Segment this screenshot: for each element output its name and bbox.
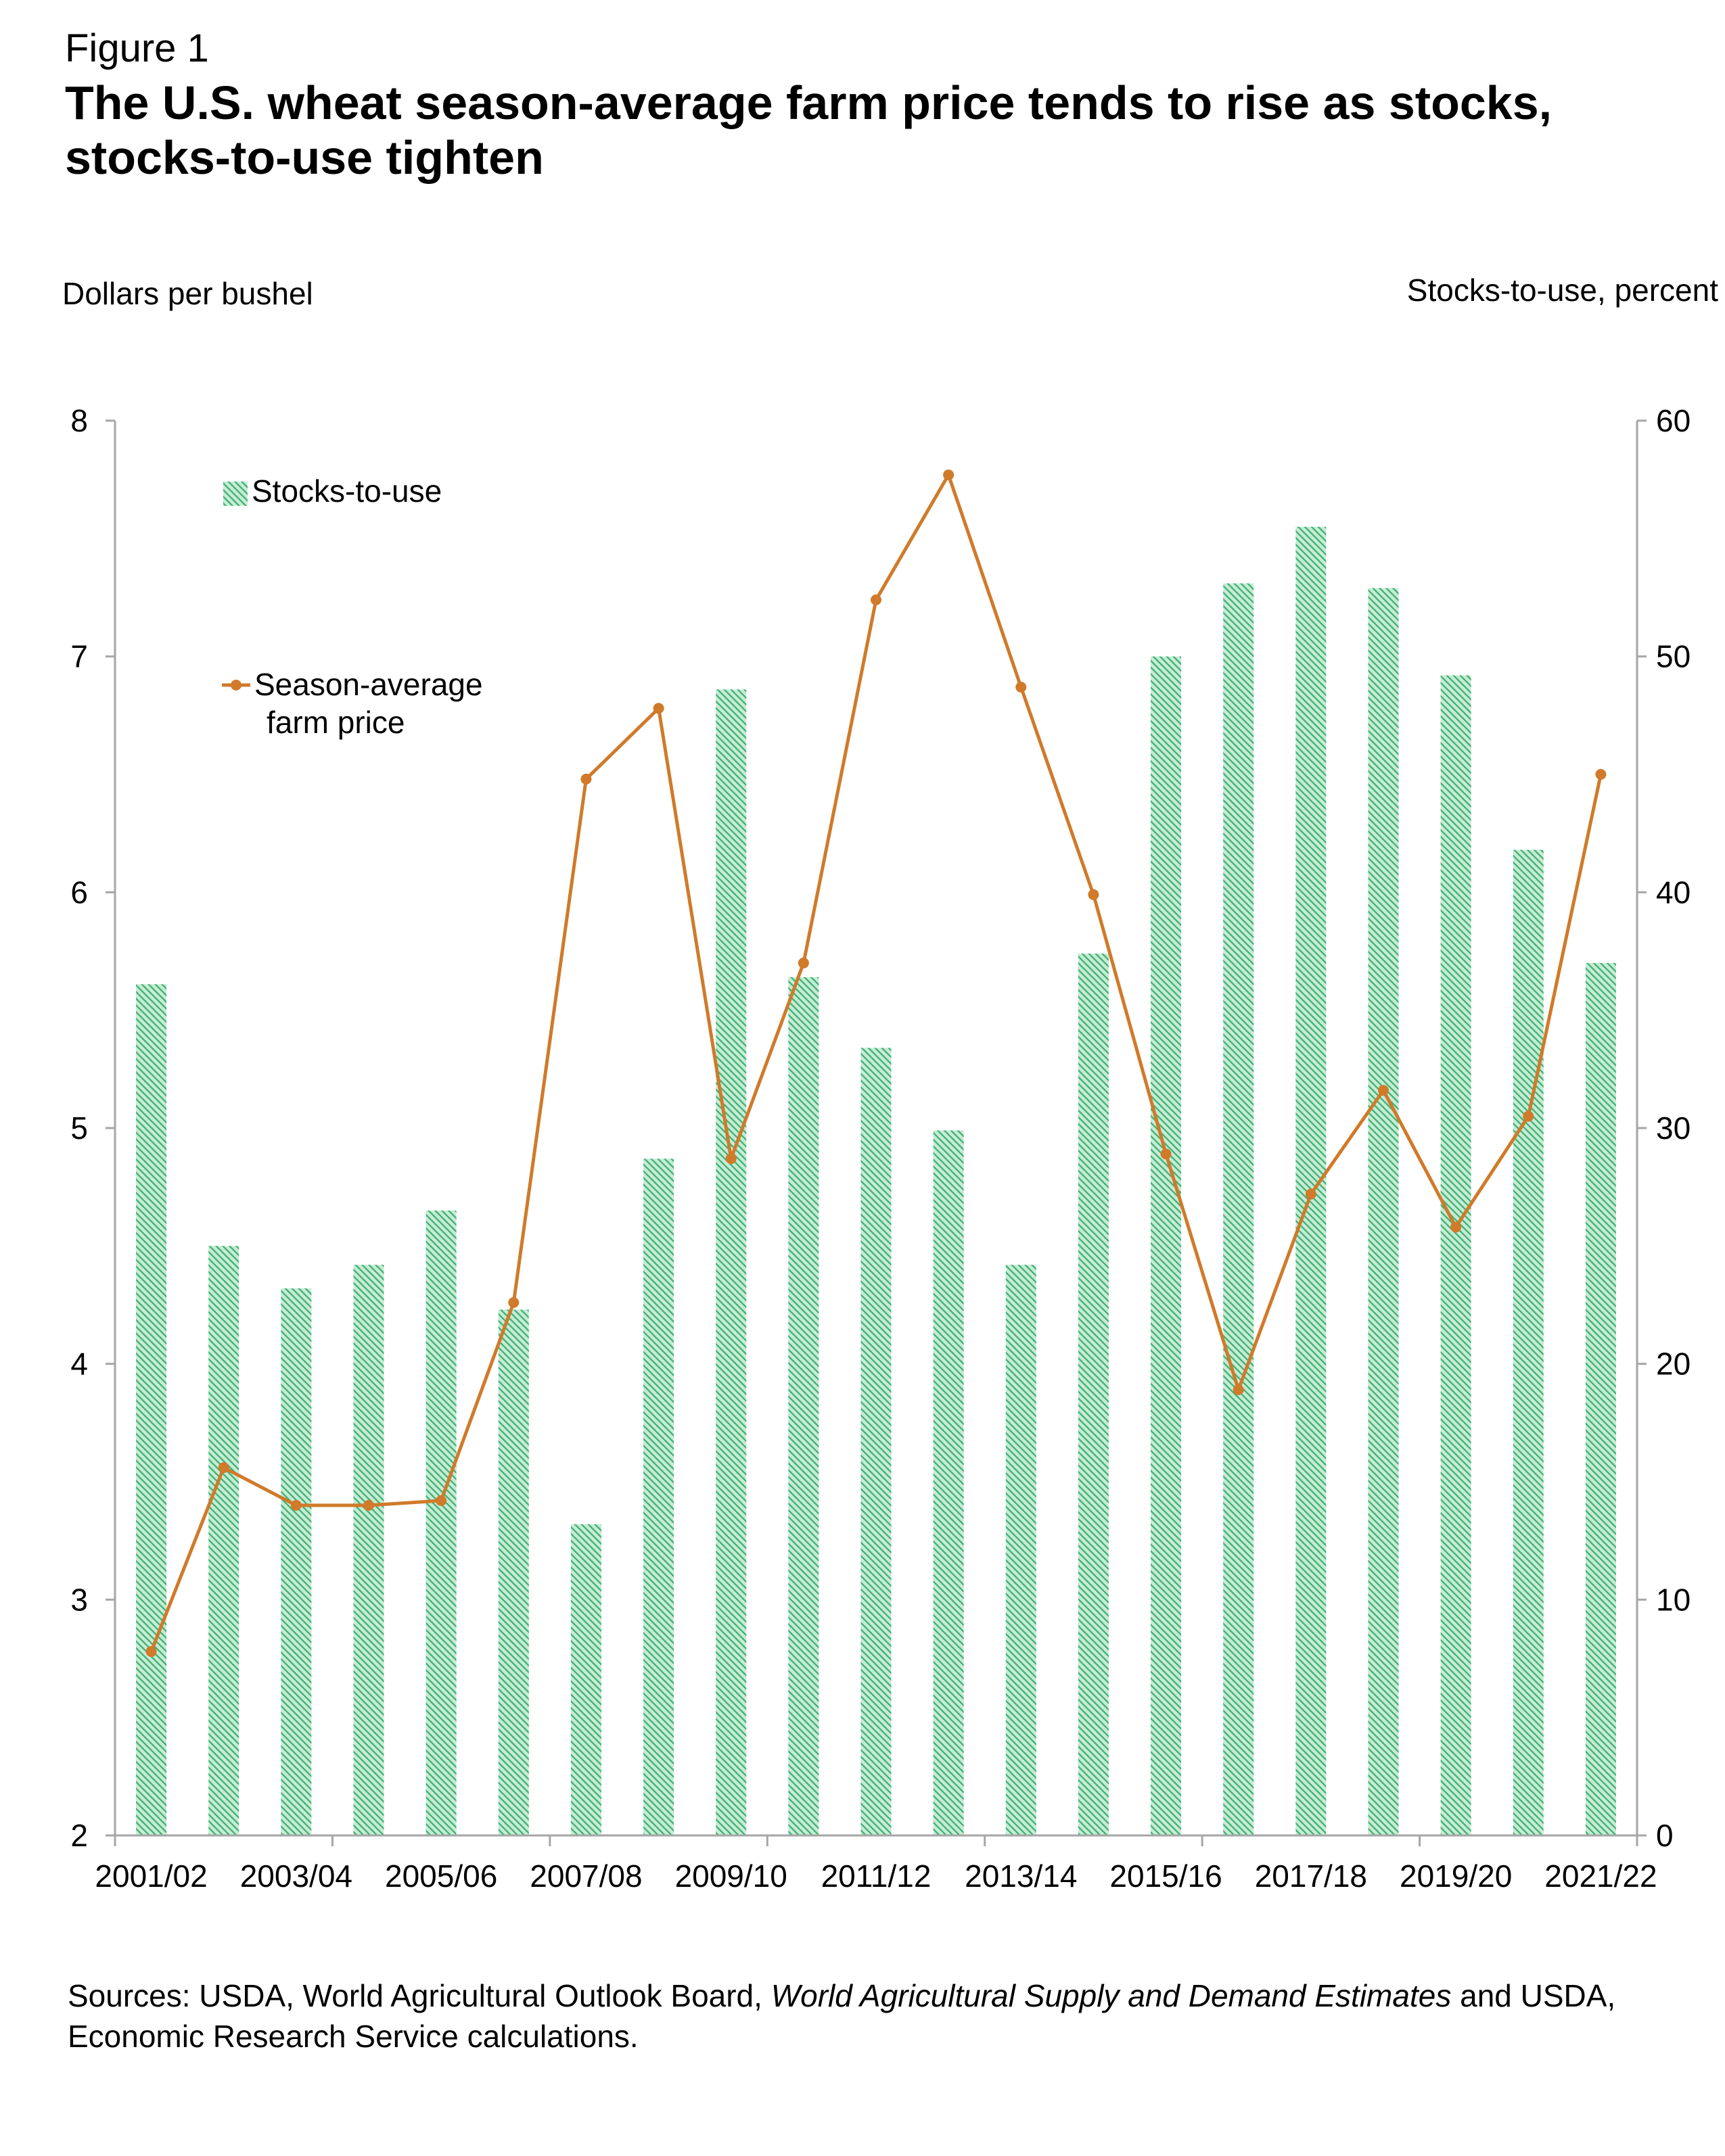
right-tick-label: 20 [1656,1346,1690,1382]
sources-publication: World Agricultural Supply and Demand Est… [770,1978,1452,2013]
price-point-2007-08 [580,773,592,784]
price-point-2004-05 [363,1499,374,1511]
price-point-2018-19 [1378,1085,1389,1096]
bar-2021-22 [1585,962,1616,1835]
right-axis-label: Stocks-to-use, percent [1407,273,1718,308]
sources-note: Sources: USDA, World Agricultural Outloo… [68,1976,1664,2057]
bar-2005-06 [426,1211,457,1835]
bar-2006-07 [498,1309,529,1835]
left-tick-label: 2 [70,1818,88,1853]
bar-2009-10 [716,689,747,1835]
chart-title: The U.S. wheat season-average farm price… [65,76,1552,185]
legend-swatch-bar [223,482,248,506]
price-point-2011-12 [871,594,881,605]
price-point-2016-17 [1233,1384,1244,1396]
bar-2008-09 [643,1158,674,1835]
left-axis-label: Dollars per bushel [62,276,313,311]
price-point-2005-06 [436,1495,447,1506]
left-tick-label: 8 [70,403,88,438]
right-tick-label: 50 [1656,639,1690,674]
legend-label-line-part: Season-average [254,667,483,702]
x-tick-label: 2019/20 [1400,1858,1512,1894]
x-tick-label: 2015/16 [1109,1858,1222,1894]
price-point-2017-18 [1305,1188,1316,1200]
price-point-2003-04 [290,1499,302,1511]
left-tick-label: 6 [70,874,88,910]
legend-label-season-average-farm-price: Season-average farm price [254,667,483,740]
bar-2010-11 [788,977,819,1835]
bar-2002-03 [208,1246,239,1835]
price-point-2001-02 [145,1646,157,1658]
x-tick-label: 2001/02 [95,1858,207,1894]
left-tick-label: 7 [70,639,88,674]
line-layer [145,469,1607,1658]
legend: Stocks-to-use Season-average farm price [222,473,483,740]
right-tick-label: 40 [1656,874,1690,910]
x-tick-label: 2003/04 [240,1858,352,1894]
sources-suffix: and USDA, Economic Research Service calc… [68,1978,1616,2054]
legend-swatch-marker [231,680,242,690]
sources-prefix: Sources: USDA, World Agricultural Outloo… [68,1978,771,2013]
price-point-2010-11 [798,957,809,968]
left-tick-label: 5 [70,1110,88,1146]
bar-2007-08 [570,1524,601,1835]
legend-item-season-average-farm-price: Season-average farm price [222,667,483,740]
left-tick-label: 3 [70,1582,88,1617]
ticks-layer: 2 3 4 5 6 7 8 0 10 20 30 40 50 60 2001/02 2003/04 2005/0… [70,403,1690,1894]
right-tick-label: 0 [1656,1818,1674,1853]
x-tick-label: 2017/18 [1255,1858,1367,1894]
price-point-2009-10 [725,1153,737,1165]
bar-2004-05 [353,1265,384,1835]
x-tick-label: 2005/06 [385,1858,497,1894]
right-tick-label: 30 [1656,1110,1690,1146]
price-point-2013-14 [1015,681,1027,693]
bar-2013-14 [1005,1265,1036,1835]
bar-2012-13 [933,1130,964,1835]
bar-2020-21 [1513,849,1544,1835]
price-point-2012-13 [943,469,954,481]
price-point-2019-20 [1450,1221,1462,1233]
bar-2016-17 [1223,583,1254,1835]
x-tick-label: 2007/08 [530,1858,642,1894]
legend-label-stocks-to-use: Stocks-to-use [252,473,442,509]
price-point-2021-22 [1595,769,1607,780]
price-point-2014-15 [1088,889,1099,900]
bar-2001-02 [136,984,167,1835]
x-tick-label: 2013/14 [965,1858,1077,1894]
figure-label: Figure 1 [65,26,209,70]
right-tick-label: 10 [1656,1582,1690,1617]
x-tick-label: 2011/12 [821,1858,932,1894]
price-point-2006-07 [508,1297,520,1309]
bar-2003-04 [281,1288,312,1835]
left-tick-label: 4 [70,1346,88,1382]
legend-item-stocks-to-use: Stocks-to-use [223,473,442,509]
bar-2015-16 [1151,656,1182,1835]
chart: Dollars per bushel Stocks-to-use, percen… [62,273,1718,1894]
bar-2014-15 [1078,953,1109,1835]
bar-2011-12 [860,1048,892,1835]
price-point-2008-09 [653,703,664,714]
price-point-2015-16 [1160,1148,1172,1160]
right-tick-label: 60 [1656,403,1690,438]
price-point-2020-21 [1523,1110,1534,1122]
bar-2018-19 [1368,588,1399,1835]
price-point-2002-03 [218,1462,229,1474]
x-tick-label: 2009/10 [675,1858,787,1894]
legend-label-line-part: farm price [267,705,405,740]
bars-layer [136,526,1616,1835]
bar-2019-20 [1440,675,1471,1835]
x-tick-label: 2021/22 [1544,1858,1657,1894]
